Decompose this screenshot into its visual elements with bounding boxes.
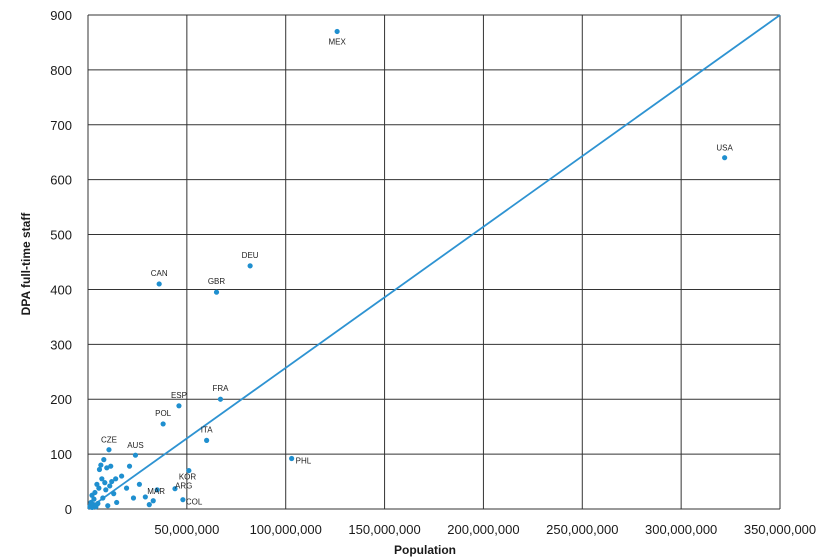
- data-point: [105, 503, 111, 509]
- data-point: [119, 473, 125, 479]
- x-tick-label: 50,000,000: [154, 522, 219, 537]
- point-label-phl: PHL: [296, 457, 312, 466]
- data-point-mex: [334, 28, 340, 35]
- point-label-usa: USA: [716, 144, 733, 153]
- data-point-pol: [160, 421, 166, 427]
- data-point-kor: [186, 467, 192, 474]
- y-tick-label: 0: [65, 502, 72, 517]
- data-point: [94, 481, 100, 487]
- x-tick-label: 200,000,000: [447, 522, 519, 537]
- data-point-cze: [106, 447, 112, 453]
- data-points: [87, 28, 728, 510]
- y-tick-label: 600: [50, 173, 72, 188]
- y-tick-label: 500: [50, 228, 72, 243]
- data-point-fra: [217, 396, 224, 402]
- data-point-deu: [247, 263, 253, 269]
- y-tick-label: 100: [50, 447, 72, 462]
- data-point-usa: [722, 155, 728, 161]
- point-label-cze: CZE: [101, 436, 117, 445]
- point-labels: MEX USA DEU CAN GBR FRA ESP POL ITA CZE AUS PHL KOR M…: [101, 37, 734, 506]
- point-label-deu: DEU: [242, 251, 259, 260]
- trendline-group: [87, 14, 781, 510]
- data-point: [136, 481, 143, 487]
- data-point: [107, 483, 113, 489]
- x-tick-label: 300,000,000: [645, 522, 717, 537]
- data-point: [95, 500, 101, 507]
- point-label-pol: POL: [155, 409, 172, 418]
- data-point-col: [180, 497, 186, 503]
- data-point: [108, 463, 114, 469]
- data-point: [142, 494, 148, 500]
- data-point: [111, 491, 117, 497]
- data-point: [104, 465, 110, 471]
- x-tick-label: 250,000,000: [546, 522, 618, 537]
- point-label-arg: ARG: [175, 482, 192, 491]
- data-point: [126, 463, 133, 469]
- point-label-col: COL: [186, 498, 203, 507]
- data-point-phl: [289, 455, 295, 462]
- data-point: [102, 480, 108, 486]
- y-tick-label: 800: [50, 63, 72, 78]
- y-axis-title: DPA full-time staff: [19, 212, 33, 316]
- data-point: [123, 485, 130, 491]
- data-point: [91, 496, 97, 502]
- y-tick-label: 200: [50, 392, 72, 407]
- data-point: [96, 466, 103, 473]
- grid: [87, 14, 781, 510]
- data-point-arg: [172, 486, 178, 492]
- point-label-fra: FRA: [212, 384, 229, 393]
- point-label-mex: MEX: [328, 37, 346, 46]
- x-tick-label: 150,000,000: [348, 522, 420, 537]
- data-point-mar: [154, 487, 160, 493]
- point-label-gbr: GBR: [208, 277, 226, 286]
- y-tick-label: 400: [50, 282, 72, 297]
- y-tick-label: 700: [50, 118, 72, 133]
- data-point-aus: [132, 452, 139, 458]
- point-label-can: CAN: [151, 269, 168, 278]
- data-point-can: [156, 281, 162, 287]
- data-point: [130, 495, 137, 501]
- data-point: [98, 462, 104, 468]
- x-axis-ticks: 50,000,000 100,000,000 150,000,000 200,000,…: [154, 522, 816, 537]
- y-tick-label: 300: [50, 337, 72, 352]
- data-point: [96, 485, 102, 491]
- data-point: [146, 502, 152, 508]
- point-label-mar: MAR: [147, 487, 165, 496]
- y-axis-ticks: 0 100 200 300 400 500 600 700 800 900: [50, 8, 72, 517]
- x-tick-label: 100,000,000: [250, 522, 322, 537]
- data-point: [114, 499, 120, 506]
- data-point: [113, 476, 119, 482]
- data-point: [150, 498, 156, 504]
- data-point-ita: [204, 437, 210, 443]
- point-label-ita: ITA: [201, 425, 214, 434]
- data-point: [99, 476, 105, 482]
- data-point-gbr: [213, 289, 220, 295]
- point-label-aus: AUS: [127, 441, 143, 450]
- point-label-kor: KOR: [179, 473, 197, 482]
- x-tick-label: 350,000,000: [744, 522, 816, 537]
- y-tick-label: 900: [50, 8, 72, 23]
- data-point-esp: [176, 403, 182, 409]
- data-point: [100, 495, 106, 501]
- trendline: [87, 14, 781, 510]
- data-point: [103, 487, 109, 493]
- data-point: [92, 489, 98, 496]
- x-axis-title: Population: [394, 543, 456, 557]
- data-point: [101, 457, 107, 463]
- data-point: [109, 478, 115, 485]
- point-label-esp: ESP: [171, 391, 187, 400]
